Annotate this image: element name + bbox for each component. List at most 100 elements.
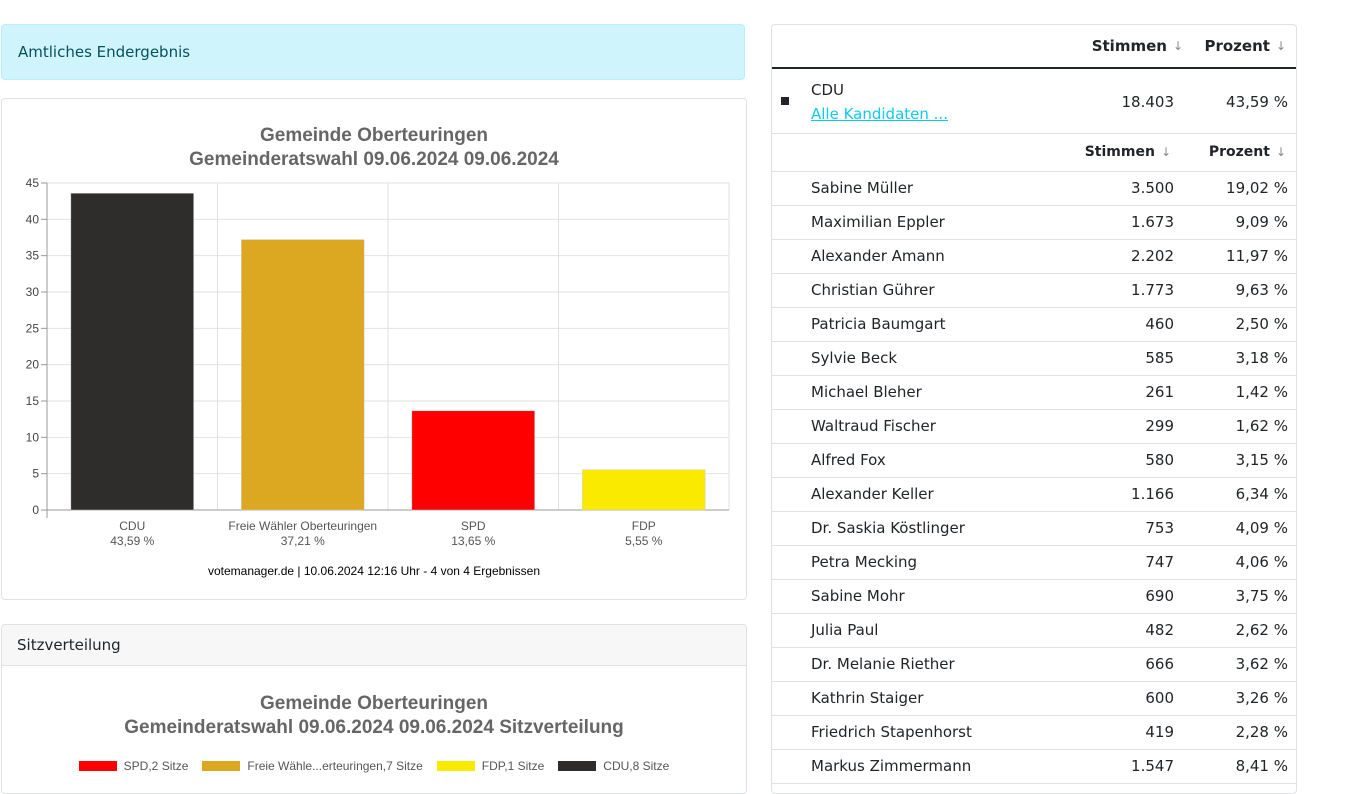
seat-legend: SPD,2 Sitze Freie Wähle...erteuringen,7 … (2, 759, 746, 773)
candidate-votes: 419 (1145, 723, 1174, 741)
candidate-votes: 747 (1145, 553, 1174, 571)
x-tick-sublabel: 43,59 % (110, 534, 154, 548)
candidate-name: Friedrich Stapenhorst (811, 723, 972, 741)
candidate-row: Christian Gührer 1.773 9,63 % (772, 274, 1296, 308)
candidate-name: Dr. Melanie Riether (811, 655, 955, 673)
candidate-percent: 3,75 % (1235, 587, 1288, 605)
candidate-row: Alexander Amann 2.202 11,97 % (772, 240, 1296, 274)
y-tick-label: 35 (26, 249, 40, 263)
party-votes: 18.403 (1121, 93, 1175, 111)
seat-legend-label: CDU,8 Sitze (603, 759, 670, 773)
candidate-row: Michael Bleher 261 1,42 % (772, 376, 1296, 410)
seat-legend-label: FDP,1 Sitze (481, 759, 545, 773)
candidate-row: Kathrin Staiger 600 3,26 % (772, 682, 1296, 716)
candidate-votes: 600 (1145, 689, 1174, 707)
candidate-name: Sabine Mohr (811, 587, 905, 605)
results-table: Stimmen ↓ Prozent ↓ CDU Alle Kandidaten … (771, 24, 1297, 794)
candidate-votes: 1.673 (1131, 213, 1174, 231)
seat-legend-item[interactable]: SPD,2 Sitze (78, 759, 189, 773)
candidate-percent: 8,41 % (1235, 757, 1288, 775)
y-tick-label: 15 (26, 394, 40, 408)
candidate-votes: 299 (1145, 417, 1174, 435)
candidate-votes: 261 (1145, 383, 1174, 401)
bar-chart-card: Gemeinde Oberteuringen Gemeinderatswahl … (1, 98, 747, 600)
votes-column-label: Stimmen (1091, 37, 1167, 55)
candidate-percent: 1,42 % (1235, 383, 1288, 401)
candidate-votes: 482 (1145, 621, 1174, 639)
candidate-votes: 460 (1145, 315, 1174, 333)
x-tick-sublabel: 37,21 % (281, 534, 325, 548)
party-name: CDU (811, 81, 845, 99)
candidate-votes-column-header[interactable]: Stimmen ↓ (1085, 144, 1171, 160)
seat-legend-swatch (436, 761, 475, 771)
candidate-percent: 4,06 % (1235, 553, 1288, 571)
candidate-row: Markus Zimmermann 1.547 8,41 % (772, 750, 1296, 784)
candidate-percent-column-label: Prozent (1208, 144, 1270, 160)
y-tick-label: 30 (26, 285, 40, 299)
party-color-square-icon (781, 97, 789, 105)
candidate-name: Patricia Baumgart (811, 315, 946, 333)
candidate-percent: 2,62 % (1235, 621, 1288, 639)
votes-column-header[interactable]: Stimmen ↓ (1092, 37, 1183, 55)
candidate-votes: 3.500 (1131, 179, 1174, 197)
candidate-row: Petra Mecking 747 4,06 % (772, 546, 1296, 580)
chart-footer: votemanager.de | 10.06.2024 12:16 Uhr - … (207, 564, 540, 578)
candidate-name: Michael Bleher (811, 383, 922, 401)
seat-legend-swatch (202, 761, 241, 771)
x-tick-sublabel: 13,65 % (451, 534, 495, 548)
candidate-name: Waltraud Fischer (811, 417, 936, 435)
candidate-row: Sylvie Beck 585 3,18 % (772, 342, 1296, 376)
candidate-votes: 666 (1145, 655, 1174, 673)
bar-cdu (70, 192, 194, 511)
y-tick-label: 25 (26, 321, 40, 335)
all-candidates-link[interactable]: Alle Kandidaten ... (811, 105, 948, 123)
seat-distribution-header: Sitzverteilung (2, 625, 746, 666)
candidate-row: Maximilian Eppler 1.673 9,09 % (772, 206, 1296, 240)
candidate-row: Dr. Melanie Riether 666 3,62 % (772, 648, 1296, 682)
candidate-percent: 9,09 % (1235, 213, 1288, 231)
seat-legend-swatch (78, 761, 117, 771)
candidate-row: Dr. Saskia Köstlinger 753 4,09 % (772, 512, 1296, 546)
y-tick-label: 0 (32, 503, 39, 517)
candidate-row: Friedrich Stapenhorst 419 2,28 % (772, 716, 1296, 750)
sort-arrow-icon: ↓ (1275, 39, 1286, 53)
sort-arrow-icon: ↓ (1160, 145, 1171, 159)
candidate-list: Sabine Müller 3.500 19,02 % Maximilian Eppl… (772, 172, 1296, 784)
candidate-percent-column-header[interactable]: Prozent ↓ (1209, 144, 1286, 160)
seat-legend-item[interactable]: FDP,1 Sitze (436, 759, 545, 773)
percent-column-label: Prozent (1204, 37, 1270, 55)
y-tick-label: 5 (32, 467, 39, 481)
candidate-percent: 4,09 % (1235, 519, 1288, 537)
candidate-votes: 2.202 (1131, 247, 1174, 265)
candidate-row: Sabine Mohr 690 3,75 % (772, 580, 1296, 614)
candidate-percent: 3,18 % (1235, 349, 1288, 367)
x-tick-sublabel: 5,55 % (625, 534, 663, 548)
result-status-alert: Amtliches Endergebnis (1, 24, 745, 80)
candidate-votes: 690 (1145, 587, 1174, 605)
candidate-row: Julia Paul 482 2,62 % (772, 614, 1296, 648)
candidate-name: Sylvie Beck (811, 349, 898, 367)
candidate-votes: 753 (1145, 519, 1174, 537)
candidate-name: Alexander Keller (811, 485, 934, 503)
candidate-row: Sabine Müller 3.500 19,02 % (772, 172, 1296, 206)
percent-column-header[interactable]: Prozent ↓ (1204, 37, 1286, 55)
candidate-name: Sabine Müller (811, 179, 914, 197)
seat-legend-item[interactable]: CDU,8 Sitze (558, 759, 669, 773)
candidate-percent: 6,34 % (1235, 485, 1288, 503)
party-row: CDU Alle Kandidaten ... 18.403 43,59 % (772, 69, 1296, 134)
seat-legend-label: SPD,2 Sitze (123, 759, 189, 773)
seat-chart-title: Gemeinde Oberteuringen (259, 693, 489, 714)
y-tick-label: 45 (26, 176, 40, 190)
candidate-percent: 1,62 % (1235, 417, 1288, 435)
bar-fdp (582, 469, 706, 511)
candidate-row: Waltraud Fischer 299 1,62 % (772, 410, 1296, 444)
candidate-percent: 3,62 % (1235, 655, 1288, 673)
candidate-percent: 3,15 % (1235, 451, 1288, 469)
seat-legend-item[interactable]: Freie Wähle...erteuringen,7 Sitze (202, 759, 423, 773)
candidate-votes: 1.773 (1131, 281, 1174, 299)
y-tick-label: 10 (26, 430, 40, 444)
party-percent: 43,59 % (1226, 93, 1288, 111)
candidate-votes: 580 (1145, 451, 1174, 469)
candidate-votes: 1.547 (1131, 757, 1174, 775)
seat-distribution-card: Sitzverteilung Gemeinde Oberteuringen Ge… (1, 624, 747, 794)
